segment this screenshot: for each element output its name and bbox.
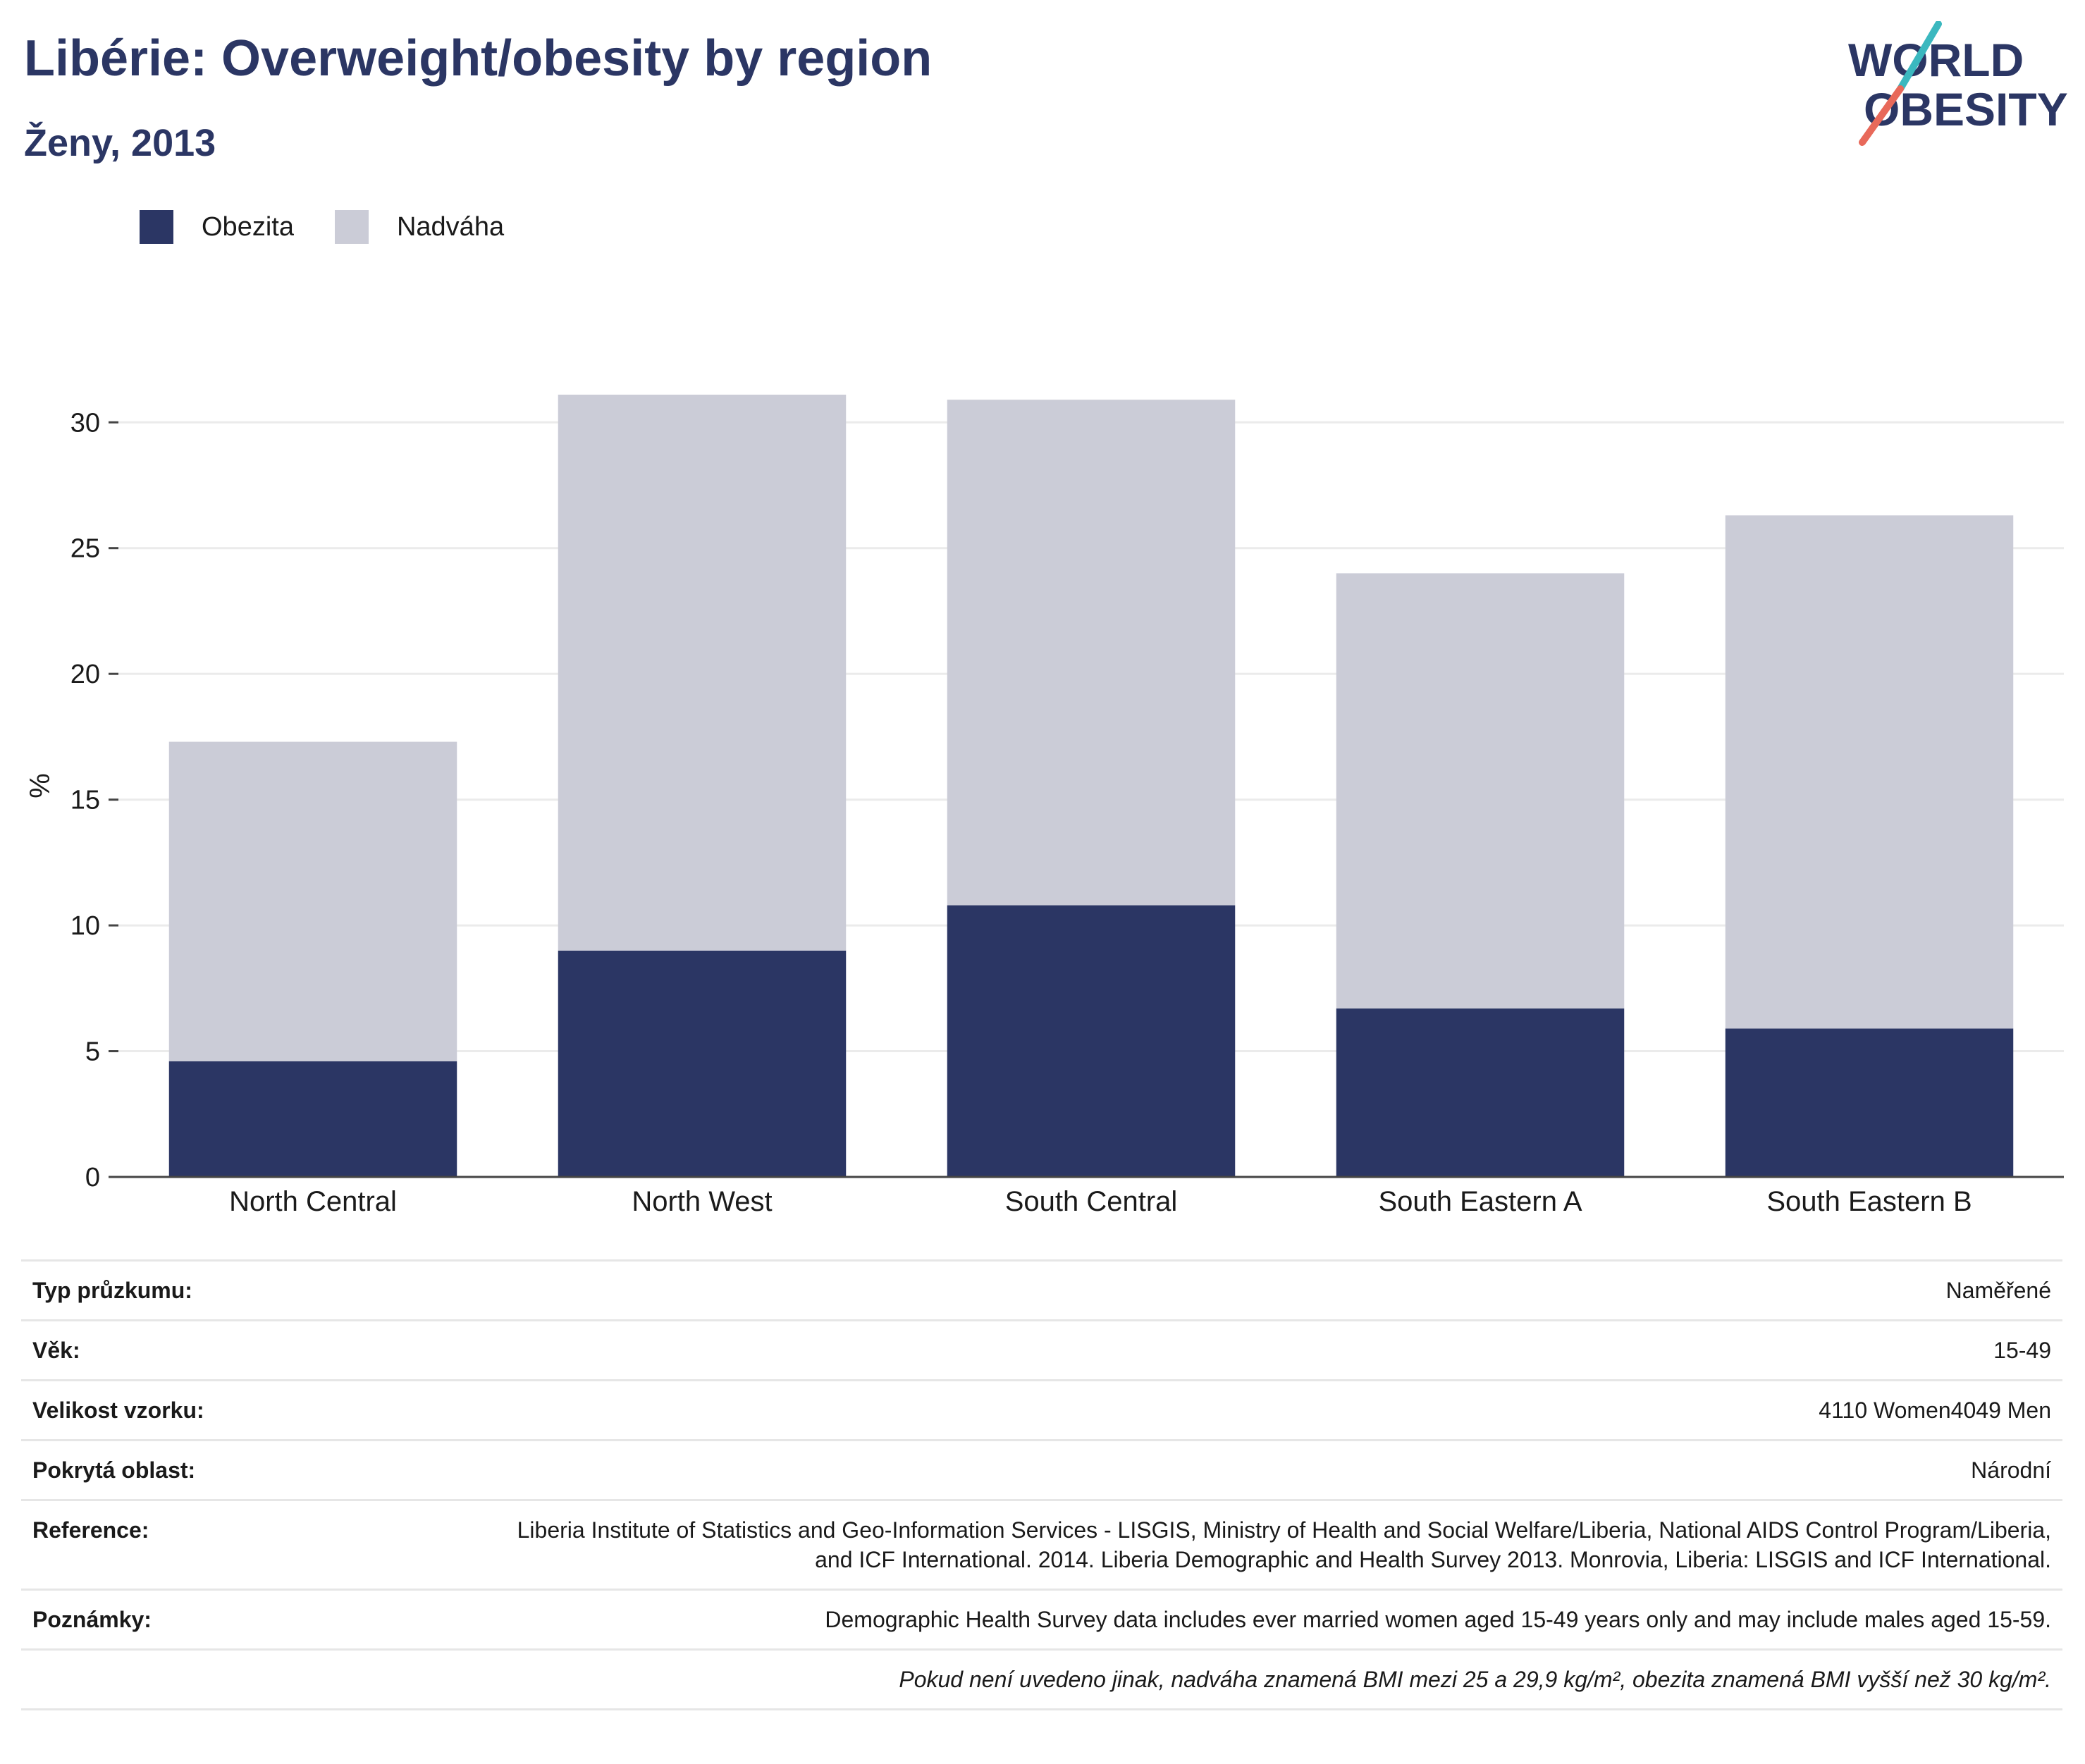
legend-item-nadvaha[interactable]: Nadváha	[334, 210, 505, 244]
bar-nadvaha	[1725, 515, 2014, 1029]
info-row: Pokrytá oblast: Národní	[21, 1439, 2062, 1500]
info-value: Národní	[467, 1439, 2062, 1500]
legend-swatch-nadvaha	[334, 210, 369, 244]
info-value: Naměřené	[467, 1259, 2062, 1321]
bar-obezita	[947, 905, 1236, 1177]
page-subtitle: Ženy, 2013	[24, 122, 216, 164]
x-tick-label: South Eastern A	[1378, 1186, 1582, 1217]
bar-obezita	[558, 950, 847, 1177]
x-tick-label: South Eastern B	[1766, 1186, 1972, 1217]
bar-obezita	[1336, 1008, 1625, 1177]
y-tick-label: 10	[70, 911, 100, 941]
x-tick-label: North Central	[229, 1186, 397, 1217]
legend-swatch-obezita	[140, 210, 173, 244]
y-tick-label: 20	[70, 660, 100, 689]
y-tick-label: 5	[85, 1037, 100, 1067]
legend-item-obezita[interactable]: Obezita	[140, 210, 294, 244]
info-value: 15-49	[467, 1319, 2062, 1381]
info-value: 4110 Women4049 Men	[467, 1379, 2062, 1441]
legend-label-obezita: Obezita	[202, 211, 294, 242]
legend-label-nadvaha: Nadváha	[396, 211, 505, 242]
logo-line2: OBESITY	[1864, 83, 2068, 135]
y-tick-label: 0	[85, 1163, 100, 1192]
bar-nadvaha	[947, 400, 1236, 906]
info-value: Demographic Health Survey data includes …	[467, 1589, 2062, 1650]
logo-line1: WORLD	[1848, 34, 2024, 86]
footnote: Pokud není uvedeno jinak, nadváha znamen…	[21, 1648, 2062, 1710]
info-key: Reference:	[21, 1499, 467, 1590]
survey-info-table: Typ průzkumu: Naměřené Věk: 15-49 Velikost v…	[21, 1259, 2062, 1710]
info-key: Pokrytá oblast:	[21, 1439, 467, 1500]
info-value: Liberia Institute of Statistics and Geo-…	[467, 1499, 2062, 1590]
info-key: Velikost vzorku:	[21, 1379, 467, 1441]
world-obesity-logo: WORLD OBESITY	[1848, 21, 2068, 146]
y-axis-label: %	[25, 773, 56, 798]
info-key: Poznámky:	[21, 1589, 467, 1650]
logo-slash-bottom	[1859, 85, 1904, 146]
info-key: Věk:	[21, 1319, 467, 1381]
x-tick-label: North West	[632, 1186, 772, 1217]
y-tick-label: 25	[70, 534, 100, 564]
y-tick-label: 15	[70, 786, 100, 815]
info-key: Typ průzkumu:	[21, 1259, 467, 1321]
stacked-bar-chart: 0 5 10 15 20 25 30% North Central North West Sout…	[25, 395, 2064, 1217]
bar-nadvaha	[558, 395, 847, 951]
bar-obezita	[1725, 1028, 2014, 1177]
y-tick-label: 30	[70, 408, 100, 438]
info-row: Věk: 15-49	[21, 1319, 2062, 1381]
bar-nadvaha	[168, 741, 457, 1061]
chart-legend: Obezita Nadváha	[140, 210, 545, 244]
info-row: Typ průzkumu: Naměřené	[21, 1259, 2062, 1321]
info-row: Velikost vzorku: 4110 Women4049 Men	[21, 1379, 2062, 1441]
x-tick-label: South Central	[1005, 1186, 1178, 1217]
info-row: Reference: Liberia Institute of Statistic…	[21, 1499, 2062, 1590]
page-title: Libérie: Overweight/obesity by region	[24, 30, 933, 87]
info-row: Poznámky: Demographic Health Survey data …	[21, 1589, 2062, 1650]
footnote-row: Pokud není uvedeno jinak, nadváha znamen…	[21, 1648, 2062, 1710]
logo-slash-top	[1897, 21, 1942, 92]
bar-nadvaha	[1336, 573, 1625, 1009]
bar-obezita	[168, 1061, 457, 1177]
